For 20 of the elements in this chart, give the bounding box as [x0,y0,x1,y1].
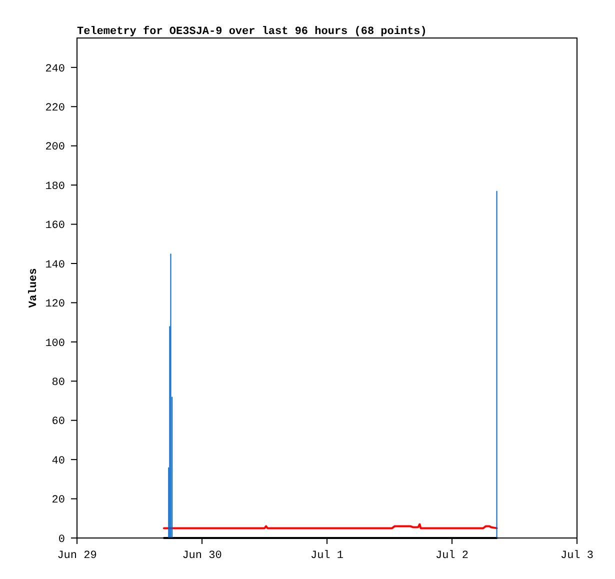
y-tick-label: 200 [45,142,65,154]
chart-title: Telemetry for OE3SJA-9 over last 96 hours (68 points) [77,25,427,38]
y-tick-label: 100 [45,338,65,350]
y-tick-label: 120 [45,298,65,311]
y-axis-title: Values [28,268,40,308]
x-tick-label: Jul 1 [310,550,344,562]
y-tick-label: 0 [58,534,65,546]
x-tick-label: Jul 2 [435,550,469,562]
y-tick-label: 140 [45,259,65,272]
y-tick-label: 20 [52,494,65,507]
x-tick-label: Jun 30 [182,550,222,562]
y-tick-label: 60 [52,416,65,428]
y-tick-label: 180 [45,180,65,193]
y-tick-label: 40 [52,455,65,468]
y-tick-label: 220 [45,102,65,114]
x-tick-label: Jul 3 [560,550,594,562]
y-tick-label: 240 [45,63,65,76]
y-tick-label: 80 [52,376,65,389]
x-tick-label: Jun 29 [57,550,97,562]
y-tick-label: 160 [45,220,65,232]
